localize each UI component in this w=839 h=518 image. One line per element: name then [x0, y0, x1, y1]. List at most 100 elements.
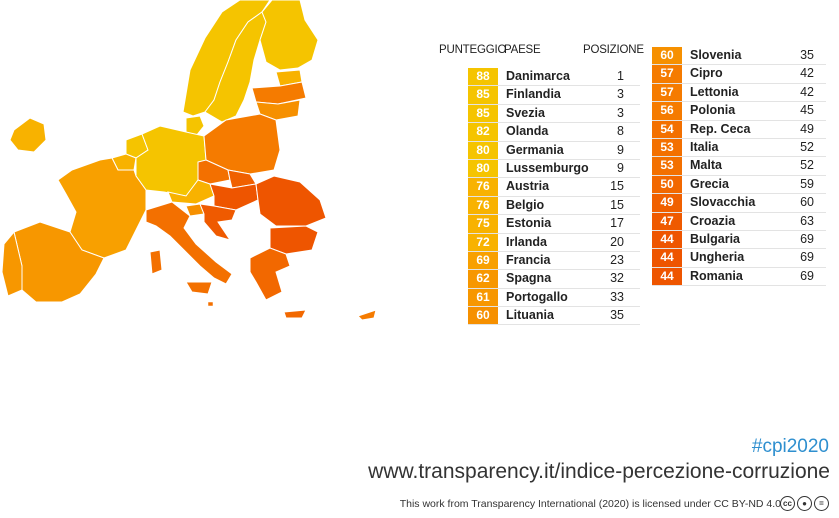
score-cell: 57 — [652, 83, 682, 102]
table-row: 57 Cipro 42 — [652, 65, 826, 84]
rank-cell: 59 — [800, 176, 814, 191]
rank-cell: 32 — [610, 271, 624, 286]
score-cell: 53 — [652, 138, 682, 157]
country-cell: Olanda — [506, 124, 549, 139]
country-cell: Francia — [506, 252, 551, 267]
map-cyprus — [357, 309, 377, 321]
rank-cell: 3 — [617, 105, 624, 120]
table-row: 72 Irlanda 20 — [468, 233, 640, 252]
table-row: 60 Slovenia 35 — [652, 47, 826, 66]
country-cell: Austria — [506, 179, 550, 194]
table-row: 76 Austria 15 — [468, 178, 640, 197]
map-romania — [255, 175, 327, 227]
rank-cell: 15 — [610, 197, 624, 212]
score-cell: 44 — [652, 230, 682, 249]
country-cell: Malta — [690, 158, 722, 173]
table-row: 62 Spagna 32 — [468, 270, 640, 289]
table-row: 61 Portogallo 33 — [468, 288, 640, 308]
table-row: 82 Olanda 8 — [468, 123, 640, 142]
rank-cell: 52 — [800, 139, 814, 154]
table-row: 88 Danimarca 1 — [468, 68, 640, 87]
table-row: 57 Lettonia 42 — [652, 83, 826, 103]
map-crete — [283, 309, 307, 319]
score-cell: 82 — [468, 123, 498, 141]
ranking-table-left: 88 Danimarca 1 85 Finlandia 3 85 Svezia 3 82 Oland… — [468, 68, 640, 326]
score-cell: 49 — [652, 194, 682, 212]
rank-cell: 49 — [800, 121, 814, 136]
map-ireland — [9, 117, 47, 153]
map-greece — [249, 247, 291, 301]
country-cell: Svezia — [506, 105, 545, 120]
table-row: 44 Bulgaria 69 — [652, 230, 826, 250]
europe-map — [1, 0, 377, 321]
country-cell: Slovacchia — [690, 195, 756, 210]
score-cell: 80 — [468, 141, 498, 159]
score-cell: 57 — [652, 65, 682, 83]
score-cell: 54 — [652, 120, 682, 138]
table-row: 44 Romania 69 — [652, 267, 826, 287]
table-row: 54 Rep. Ceca 49 — [652, 120, 826, 139]
map-croatia — [199, 203, 237, 241]
score-cell: 44 — [652, 267, 682, 286]
score-cell: 85 — [468, 86, 498, 104]
country-cell: Rep. Ceca — [690, 121, 751, 136]
cc-icon: cc — [780, 496, 795, 511]
license-text: This work from Transparency Internationa… — [399, 498, 781, 510]
score-cell: 50 — [652, 175, 682, 194]
score-column-header: PUNTEGGIO — [439, 44, 507, 56]
country-cell: Belgio — [506, 197, 545, 212]
table-row: 80 Lussemburgo 9 — [468, 159, 640, 179]
country-cell: Lussemburgo — [506, 160, 589, 175]
table-row: 44 Ungheria 69 — [652, 249, 826, 268]
table-row: 56 Polonia 45 — [652, 102, 826, 121]
country-cell: Polonia — [690, 103, 736, 118]
table-row: 53 Italia 52 — [652, 138, 826, 158]
country-cell: Lituania — [506, 308, 554, 323]
score-cell: 75 — [468, 215, 498, 233]
country-column-header: PAESE — [504, 44, 541, 56]
country-cell: Ungheria — [690, 250, 745, 265]
map-sicily — [185, 281, 213, 295]
map-malta — [207, 301, 214, 307]
table-row: 75 Estonia 17 — [468, 215, 640, 234]
rank-cell: 35 — [610, 308, 624, 323]
table-row: 53 Malta 52 — [652, 157, 826, 176]
map-bulgaria — [269, 225, 319, 255]
score-cell: 76 — [468, 196, 498, 215]
score-cell: 60 — [652, 47, 682, 65]
table-row: 85 Finlandia 3 — [468, 86, 640, 105]
score-cell: 60 — [468, 307, 498, 325]
country-cell: Bulgaria — [690, 231, 741, 246]
rank-cell: 69 — [800, 268, 814, 283]
rank-cell: 60 — [800, 195, 814, 210]
country-cell: Grecia — [690, 176, 729, 191]
map-finland — [259, 0, 319, 71]
rank-cell: 9 — [617, 142, 624, 157]
score-cell: 44 — [652, 249, 682, 267]
score-cell: 61 — [468, 288, 498, 307]
rank-cell: 42 — [800, 84, 814, 99]
score-cell: 80 — [468, 159, 498, 178]
rank-cell: 42 — [800, 66, 814, 81]
table-row: 49 Slovacchia 60 — [652, 194, 826, 213]
cc-license-icons: cc ● = — [780, 496, 829, 511]
country-cell: Finlandia — [506, 87, 561, 102]
country-cell: Lettonia — [690, 84, 739, 99]
ranking-table-right: 60 Slovenia 35 57 Cipro 42 57 Lettonia 42 56 Polon… — [652, 47, 826, 287]
score-cell: 69 — [468, 251, 498, 270]
rank-cell: 8 — [617, 124, 624, 139]
rank-cell: 69 — [800, 231, 814, 246]
map-sardinia — [149, 249, 163, 275]
rank-cell: 33 — [610, 289, 624, 304]
hashtag: #cpi2020 — [751, 436, 829, 457]
map-hungary — [209, 183, 259, 211]
source-url[interactable]: www.transparency.it/indice-percezione-co… — [368, 460, 830, 483]
nd-icon: = — [814, 496, 829, 511]
table-row: 60 Lituania 35 — [468, 307, 640, 326]
country-cell: Germania — [506, 142, 564, 157]
country-cell: Irlanda — [506, 234, 547, 249]
rank-column-header: POSIZIONE — [583, 44, 644, 56]
table-row: 85 Svezia 3 — [468, 104, 640, 124]
score-cell: 56 — [652, 102, 682, 120]
rank-cell: 45 — [800, 103, 814, 118]
